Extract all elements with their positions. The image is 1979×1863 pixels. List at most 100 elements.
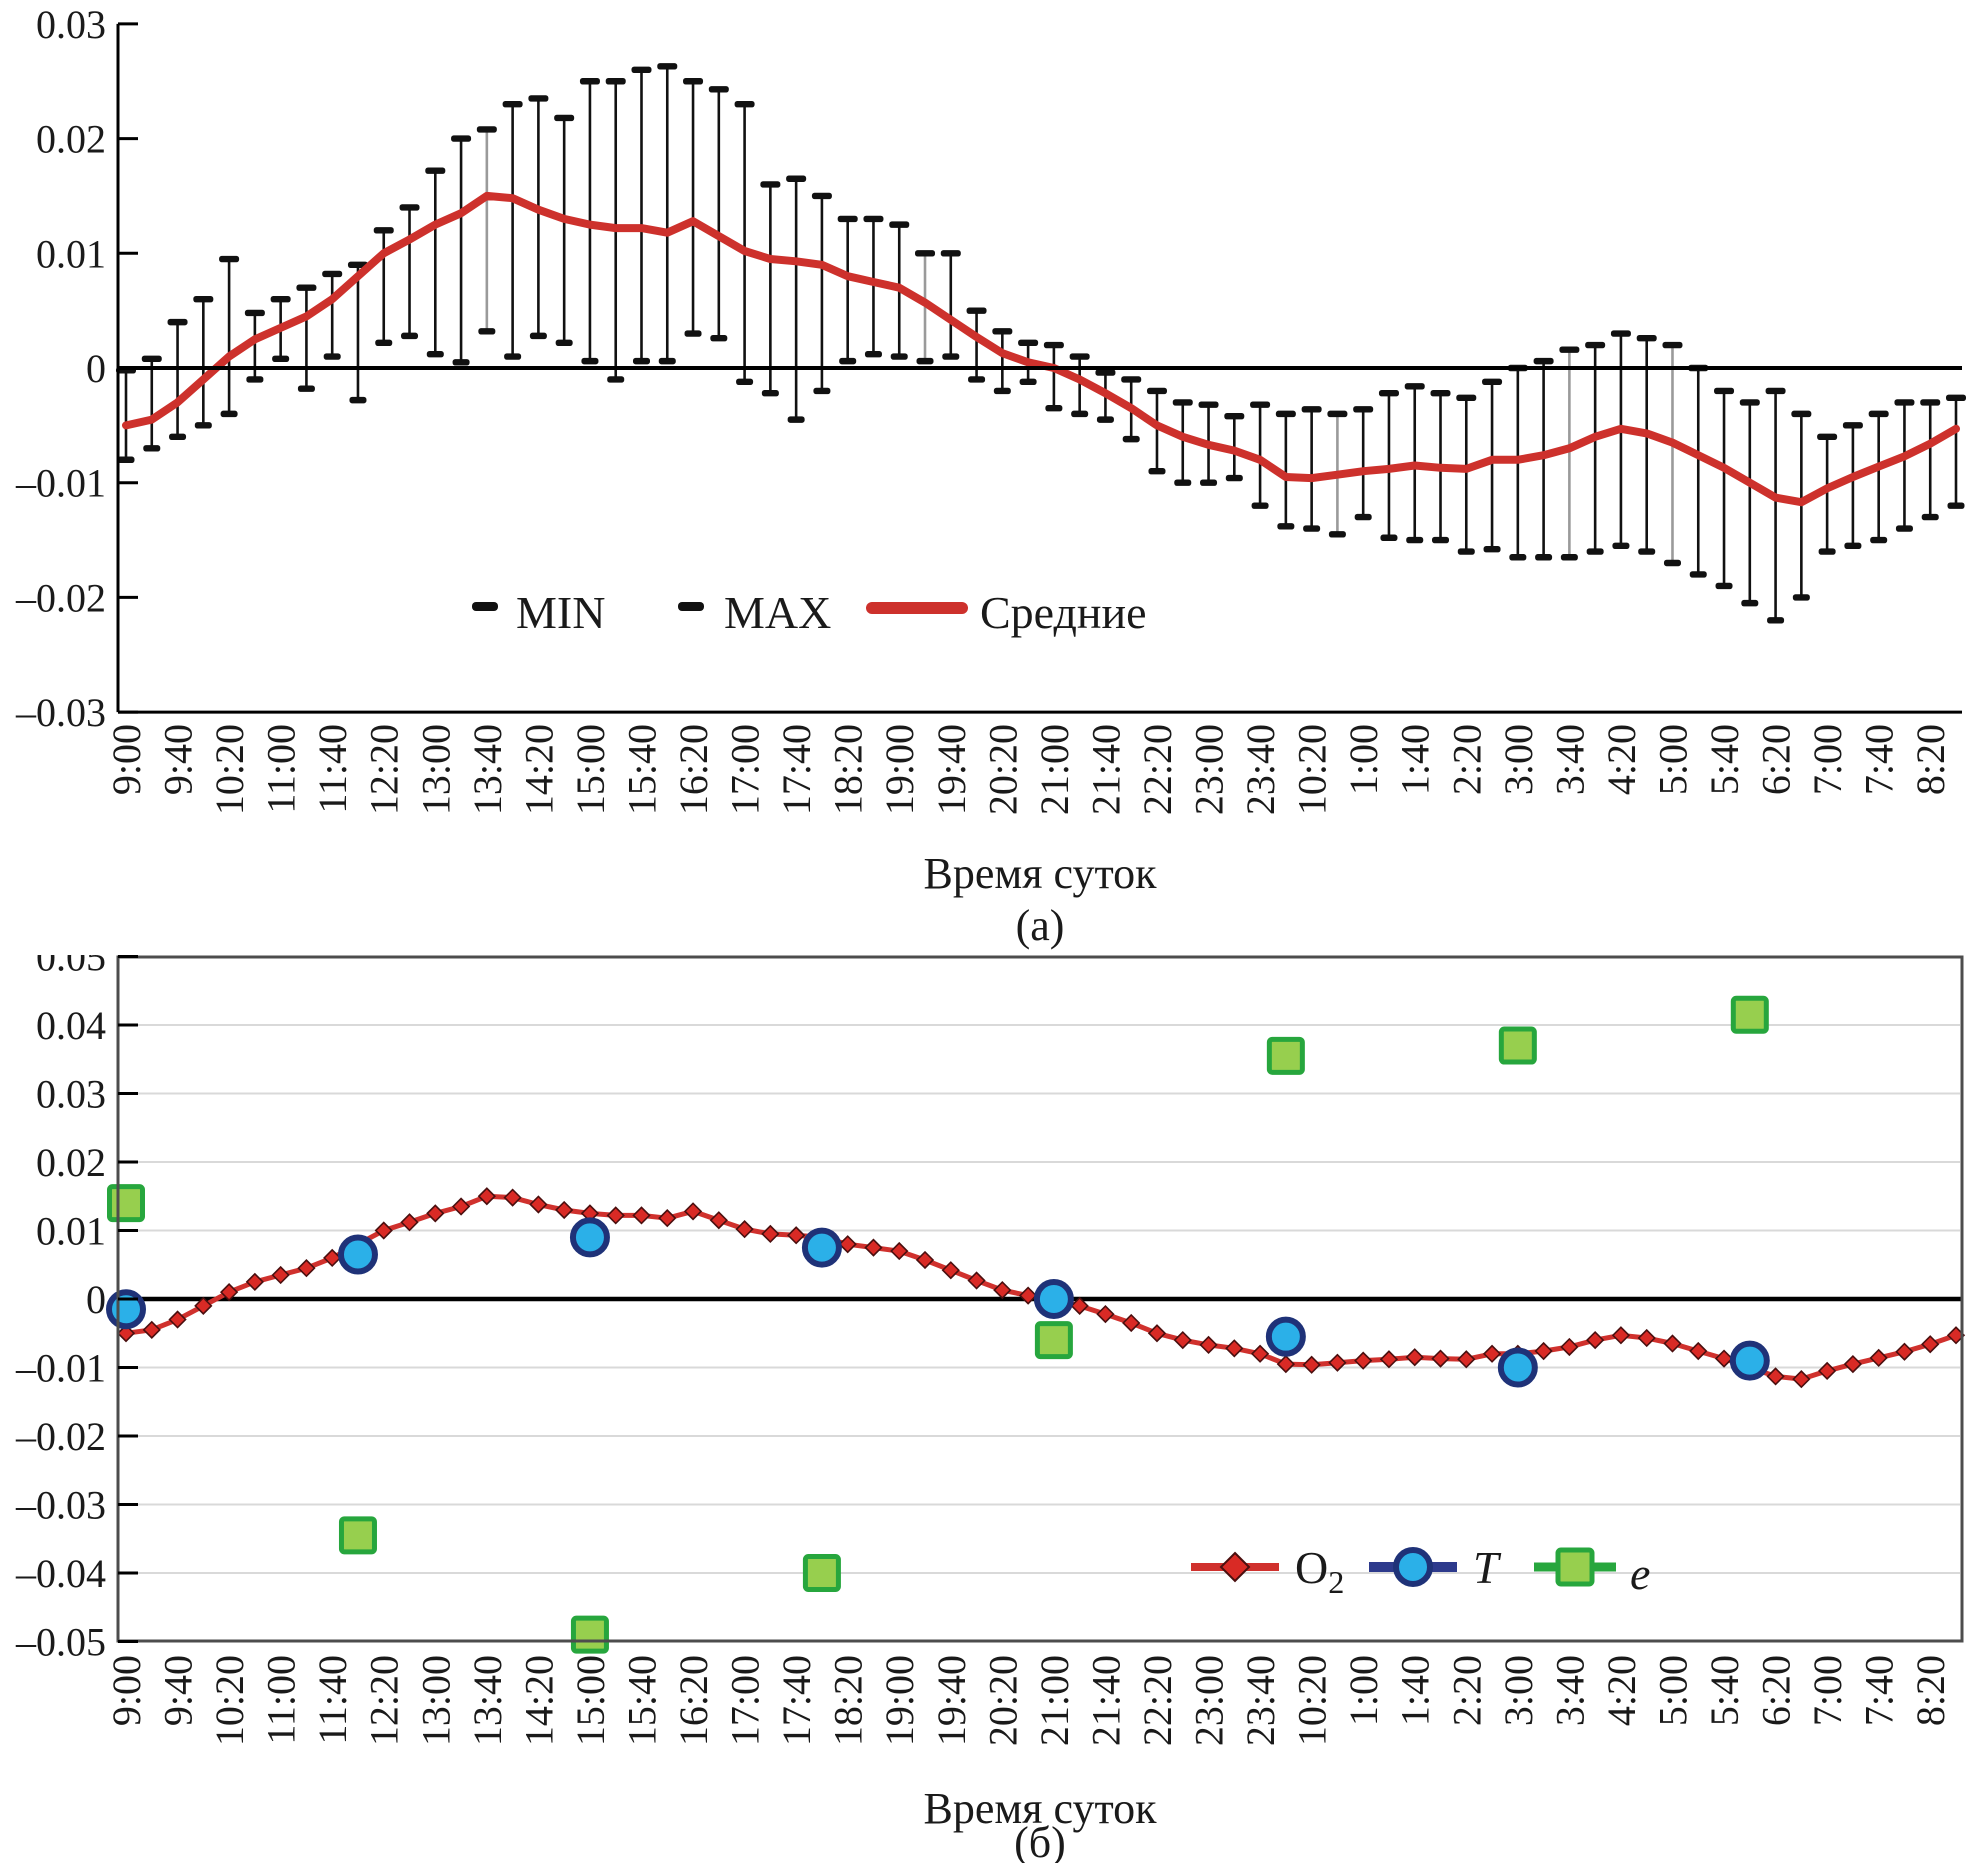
x-tick-label: 11:40 <box>310 1655 355 1745</box>
x-tick-label: 3:40 <box>1547 724 1592 795</box>
x-tick-label: 11:40 <box>310 724 355 814</box>
max-cap <box>1404 383 1425 390</box>
max-cap <box>786 175 807 182</box>
x-tick-label: 7:40 <box>1857 724 1902 795</box>
max-cap <box>605 78 626 85</box>
o2-diamond <box>761 1224 780 1244</box>
max-cap <box>1585 341 1606 349</box>
legend-max-label: MAX <box>724 587 831 638</box>
x-tick-label: 16:20 <box>671 724 716 815</box>
y-tick-label: 0 <box>86 1277 106 1322</box>
max-cap <box>1533 357 1554 365</box>
min-cap <box>1174 479 1192 486</box>
o2-diamond <box>787 1226 806 1245</box>
max-cap <box>347 261 368 268</box>
max-cap <box>734 100 755 108</box>
min-cap <box>1509 554 1527 561</box>
max-cap <box>1920 399 1941 406</box>
o2-diamond <box>1869 1348 1888 1368</box>
x-tick-label: 7:40 <box>1857 1655 1902 1726</box>
max-cap <box>1018 339 1039 346</box>
max-cap <box>1559 346 1580 353</box>
o2-diamond <box>1534 1341 1553 1361</box>
x-tick-label: 17:40 <box>774 1655 819 1746</box>
x-tick-label: 23:40 <box>1238 1655 1283 1746</box>
o2-diamond <box>451 1197 471 1216</box>
max-cap <box>863 215 884 223</box>
legend-mean-label: Средние <box>980 587 1147 638</box>
max-cap <box>1327 410 1348 418</box>
o2-diamond <box>1946 1326 1966 1345</box>
max-cap <box>1765 387 1786 395</box>
y-tick-label: –0.02 <box>15 575 106 620</box>
y-tick-label: –0.01 <box>15 461 106 506</box>
y-tick-label: 0.01 <box>36 1209 106 1254</box>
panel-a-chart: 0.030.020.010–0.01–0.02–0.039:00 9:40 10:2… <box>15 2 1966 950</box>
o2-diamond <box>1611 1326 1631 1345</box>
o2-diamond <box>1482 1344 1502 1363</box>
x-tick-label: 12:20 <box>362 1655 407 1746</box>
max-cap <box>1610 330 1631 337</box>
max-cap <box>657 63 678 70</box>
x-tick-label: 15:40 <box>620 724 665 815</box>
max-cap <box>1714 387 1735 395</box>
x-tick-label: 9:40 <box>156 1655 201 1726</box>
min-cap <box>504 353 522 360</box>
min-cap <box>658 357 676 365</box>
y-tick-label: –0.05 <box>15 1620 106 1665</box>
min-cap <box>1483 546 1501 553</box>
max-cap <box>1043 341 1064 349</box>
o2-diamond <box>1431 1349 1450 1368</box>
x-tick-label: 19:40 <box>929 1655 974 1746</box>
x-tick-label: 23:40 <box>1238 724 1283 815</box>
x-tick-label: 3:00 <box>1496 1655 1541 1726</box>
t-circle <box>1265 1316 1306 1357</box>
max-cap <box>837 215 858 223</box>
x-tick-label: 2:20 <box>1444 724 1489 795</box>
x-tick-label: 7:00 <box>1805 1655 1850 1726</box>
max-cap <box>1842 422 1863 429</box>
max-cap <box>167 318 188 326</box>
max-cap <box>1146 387 1167 395</box>
o2-diamond <box>1714 1349 1734 1368</box>
min-max-errorbars <box>116 63 1966 624</box>
min-cap <box>761 390 779 397</box>
min-cap <box>1200 479 1218 486</box>
max-cap <box>1868 410 1889 418</box>
x-tick-label: 9:00 <box>104 724 149 795</box>
min-cap <box>1303 525 1321 532</box>
min-cap <box>1096 416 1114 423</box>
y-tick-label: 0.05 <box>36 955 106 980</box>
max-cap <box>1636 334 1657 342</box>
max-cap <box>1069 353 1090 360</box>
legend-t-label: T <box>1473 1542 1502 1593</box>
max-cap <box>1482 378 1503 385</box>
x-tick-label: 15:00 <box>568 1655 613 1746</box>
o2-diamond <box>1817 1361 1837 1381</box>
o2-diamond <box>1096 1304 1115 1324</box>
min-cap <box>1895 525 1913 532</box>
x-tick-label: 10:20 <box>1290 724 1335 815</box>
max-cap <box>811 192 832 200</box>
y-tick-label: 0 <box>86 346 106 391</box>
o2-diamond <box>1637 1328 1656 1348</box>
o2-diamond <box>297 1259 316 1278</box>
min-cap <box>117 456 135 463</box>
min-cap <box>864 351 882 358</box>
max-cap <box>1739 399 1760 406</box>
o2-diamond <box>838 1235 857 1254</box>
max-cap <box>1301 406 1322 413</box>
x-tick-label: 20:20 <box>980 1655 1025 1746</box>
x-tick-label: 18:20 <box>826 724 871 815</box>
max-cap <box>1224 412 1245 420</box>
o2-diamond <box>529 1195 548 1214</box>
x-tick-label: 14:20 <box>516 724 561 815</box>
min-cap <box>1251 502 1269 509</box>
max-cap <box>1250 401 1271 408</box>
t-circle <box>106 1289 146 1330</box>
x-tick-label: 5:40 <box>1702 1655 1747 1726</box>
min-cap <box>684 330 702 337</box>
min-cap <box>349 396 367 404</box>
max-cap <box>683 78 704 85</box>
t-circle-markers <box>106 1217 1770 1388</box>
